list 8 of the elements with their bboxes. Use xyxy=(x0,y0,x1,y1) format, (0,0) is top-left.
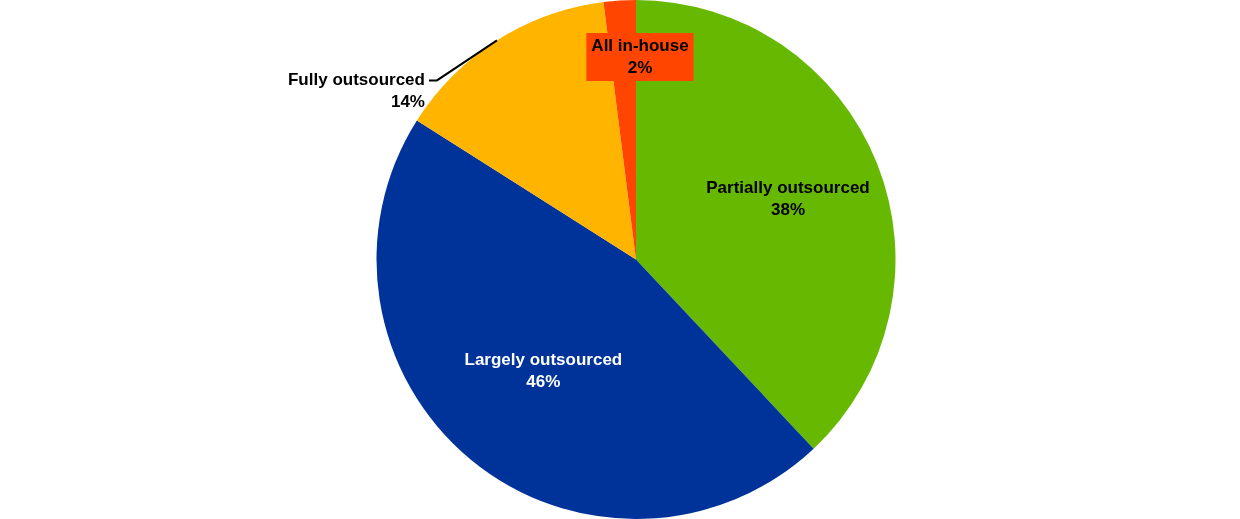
slice-label: Largely outsourced xyxy=(464,350,623,370)
data-label: 14% xyxy=(390,92,425,112)
data-label: 46% xyxy=(526,372,561,392)
data-label: 38% xyxy=(770,200,806,219)
data-label: 2% xyxy=(627,57,653,77)
slice-label: Partially outsourced xyxy=(706,178,870,197)
slice-label: All in-house xyxy=(591,35,689,55)
slice-label: Fully outsourced xyxy=(287,70,425,90)
